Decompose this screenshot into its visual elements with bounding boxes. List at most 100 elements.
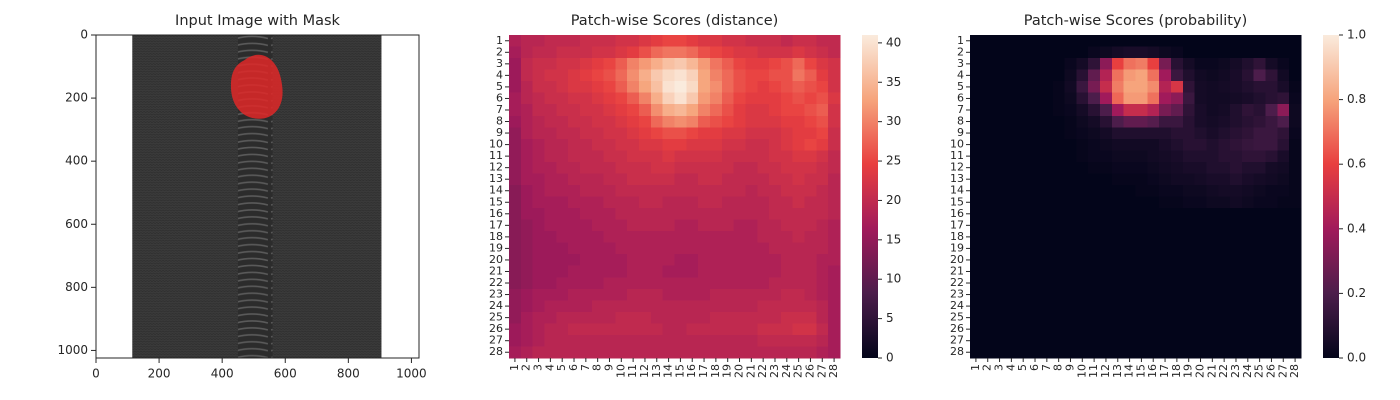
- heatmap-cell: [1135, 92, 1148, 105]
- heatmap-cell: [1123, 173, 1136, 186]
- heatmap-cell: [579, 254, 593, 267]
- heatmap-cell: [650, 323, 664, 336]
- heatmap-cell: [1159, 69, 1172, 82]
- heatmap-cell: [544, 104, 557, 117]
- heatmap-cell: [698, 288, 711, 301]
- heatmap-cell: [615, 323, 628, 336]
- heatmap-cell: [1040, 104, 1054, 117]
- heatmap-cell: [1159, 35, 1172, 47]
- heatmap-cell: [698, 300, 711, 313]
- heatmap-cell: [1123, 323, 1136, 336]
- y-tick-label: 11: [489, 149, 503, 162]
- heatmap-cell: [603, 173, 616, 186]
- heatmap-cell: [1194, 242, 1207, 255]
- heatmap-cell: [579, 138, 593, 151]
- heatmap-cell: [509, 334, 522, 347]
- heatmap-cell: [993, 254, 1006, 267]
- heatmap-cell: [520, 161, 534, 174]
- heatmap-cell: [780, 265, 794, 278]
- heatmap-cell: [1241, 69, 1255, 82]
- heatmap-cell: [509, 242, 522, 255]
- heatmap-cell: [1040, 311, 1054, 324]
- heatmap-cell: [556, 288, 569, 301]
- heatmap-cell: [1029, 334, 1042, 347]
- heatmap-cell: [509, 46, 522, 59]
- heatmap-cell: [828, 334, 841, 347]
- y-tick-label: 4: [496, 68, 503, 81]
- heatmap-cell: [1159, 231, 1172, 244]
- heatmap-cell: [639, 69, 652, 82]
- heatmap-cell: [981, 219, 995, 232]
- heatmap-cell: [1218, 173, 1231, 186]
- x-tick-label: 25: [792, 364, 805, 378]
- heatmap-cell: [1064, 277, 1077, 290]
- heatmap-cell: [532, 254, 545, 267]
- heatmap-cell: [627, 334, 640, 347]
- heatmap-cell: [639, 173, 652, 186]
- heatmap-cell: [603, 104, 616, 117]
- heatmap-cell: [1017, 265, 1030, 278]
- heatmap-cell: [615, 58, 628, 71]
- heatmap-cell: [792, 300, 805, 313]
- x-tick-label: 28: [1288, 364, 1301, 378]
- heatmap-cell: [1111, 92, 1125, 105]
- heatmap-cell: [544, 323, 557, 336]
- heatmap-cell: [780, 242, 794, 255]
- heatmap-cell: [1194, 81, 1207, 94]
- heatmap-cell: [1289, 69, 1302, 82]
- heatmap-cell: [709, 346, 723, 359]
- heatmap-cell: [556, 161, 569, 174]
- y-tick-label: 18: [950, 230, 964, 243]
- heatmap-cell: [733, 127, 746, 140]
- heatmap-cell: [568, 35, 581, 47]
- heatmap-cell: [721, 323, 735, 336]
- heatmap-cell: [556, 150, 569, 163]
- heatmap-cell: [780, 311, 794, 324]
- y-tick-label: 2: [957, 45, 964, 58]
- heatmap-cell: [1017, 92, 1030, 105]
- heatmap-cell: [568, 138, 581, 151]
- heatmap-cell: [556, 254, 569, 267]
- heatmap-cell: [686, 92, 699, 105]
- heatmap-cell: [544, 265, 557, 278]
- heatmap-cell: [709, 242, 723, 255]
- x-tick-label: 19: [721, 364, 734, 378]
- heatmap-cell: [1076, 104, 1089, 117]
- x-tick-label: 27: [815, 364, 828, 378]
- heatmap-cell: [603, 58, 616, 71]
- heatmap-cell: [532, 46, 545, 59]
- heatmap-cell: [804, 69, 817, 82]
- heatmap-cell: [769, 58, 782, 71]
- heatmap-cell: [1206, 288, 1219, 301]
- heatmap-cell: [1289, 115, 1302, 128]
- heatmap-cell: [1052, 81, 1065, 94]
- heatmap-cell: [1064, 288, 1077, 301]
- heatmap-cell: [1241, 184, 1255, 197]
- heatmap-cell: [1230, 150, 1243, 163]
- heatmap-cell: [1111, 196, 1125, 209]
- heatmap-cell: [698, 127, 711, 140]
- heatmap-cell: [745, 242, 758, 255]
- heatmap-cell: [1100, 58, 1113, 71]
- heatmap-cell: [721, 311, 735, 324]
- heatmap-cell: [733, 208, 746, 220]
- heatmap-cell: [1170, 161, 1184, 174]
- heatmap-cell: [650, 334, 664, 347]
- heatmap-cell: [591, 127, 604, 140]
- heatmap-cell: [1265, 346, 1278, 359]
- heatmap-cell: [1182, 46, 1196, 59]
- heatmap-cell: [816, 323, 829, 336]
- heatmap-cell: [1253, 104, 1266, 117]
- heatmap-cell: [544, 173, 557, 186]
- heatmap-cell: [828, 115, 841, 128]
- x-tick-label: 5: [1016, 364, 1029, 371]
- y-tick-label: 26: [489, 322, 503, 335]
- heatmap-cell: [615, 219, 628, 232]
- heatmap-cell: [1135, 208, 1148, 220]
- heatmap-cell: [1088, 265, 1101, 278]
- x-tick-label: 13: [1111, 364, 1124, 378]
- heatmap-cell: [816, 35, 829, 47]
- heatmap-cell: [1005, 173, 1018, 186]
- heatmap-cell: [1100, 46, 1113, 59]
- heatmap-cell: [591, 242, 604, 255]
